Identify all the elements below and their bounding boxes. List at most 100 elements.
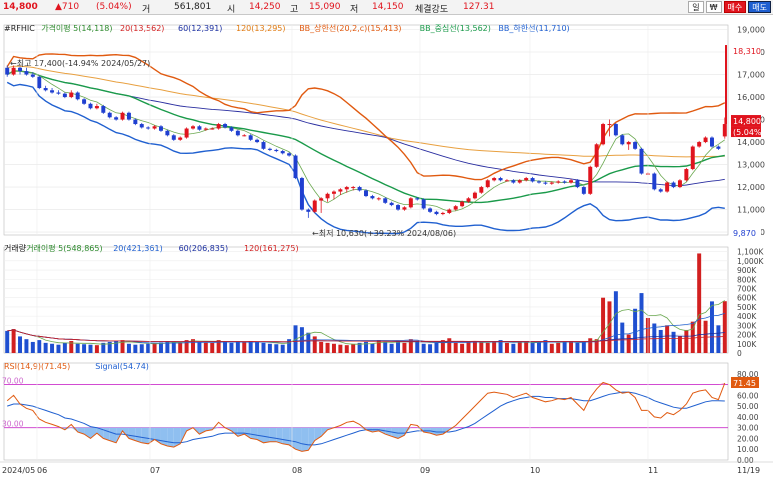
- volume-bar: [652, 323, 657, 353]
- price-legend-item: 120(13,295): [236, 24, 286, 33]
- volume-legend-item: 120(161,275): [244, 244, 299, 253]
- volume-bar: [677, 336, 682, 353]
- volume-bar: [511, 343, 516, 353]
- candle-body: [94, 106, 99, 109]
- candle-body: [594, 144, 599, 167]
- candle-body: [434, 211, 439, 215]
- candle-body: [479, 187, 484, 193]
- rsi-oversold-fill: [295, 427, 302, 452]
- volume-value: 561,801: [174, 2, 212, 12]
- volume-bar: [504, 342, 509, 353]
- volume-bar: [158, 342, 163, 353]
- candle-body: [549, 182, 554, 184]
- rsi-oversold-fill: [282, 427, 290, 445]
- high-annotation: ←최고 17,400(-14.94% 2024/05/27): [10, 58, 150, 68]
- candle-body: [242, 135, 247, 137]
- volume-bar: [364, 341, 368, 353]
- volume-bar: [82, 344, 87, 353]
- price-y-tick: 14,000: [737, 138, 765, 147]
- candle-body: [114, 117, 119, 120]
- strength-value: 127.31: [463, 2, 495, 12]
- stock-chart[interactable]: #RFHIC 가격이평 5(14,118) 20(13,562) 60(12,391)…: [0, 15, 773, 478]
- volume-y-tick: 400K: [737, 312, 757, 321]
- price-legend-item: BB_중심선(13,562): [420, 23, 491, 33]
- candle-body: [389, 202, 394, 206]
- min-price-tag: 9,870: [733, 229, 756, 238]
- candle-body: [671, 182, 676, 188]
- volume-bar: [139, 344, 144, 353]
- price-y-tick: 19,000: [737, 26, 765, 35]
- volume-bar: [709, 301, 714, 353]
- volume-bar: [18, 336, 23, 353]
- price-change-pct: (5.04%): [96, 2, 132, 12]
- volume-bar: [530, 342, 535, 353]
- volume-bar: [633, 308, 638, 353]
- candle-body: [184, 128, 189, 138]
- candle-body: [107, 112, 112, 118]
- rsi-oversold-fill: [289, 427, 296, 450]
- volume-bar: [549, 343, 554, 353]
- volume-bar: [94, 345, 99, 353]
- volume-bar: [216, 340, 221, 353]
- volume-bar: [492, 341, 497, 353]
- volume-bar: [569, 341, 574, 353]
- rsi-legend-item: Signal(54.74): [95, 362, 149, 371]
- rsi-oversold-fill: [109, 427, 117, 443]
- candle-body: [376, 198, 381, 200]
- volume-bar: [601, 297, 606, 353]
- low-value: 14,150: [372, 2, 404, 12]
- volume-bar: [620, 322, 625, 353]
- rsi-upper-label: 70.00: [2, 377, 24, 386]
- volume-y-tick: 700K: [737, 284, 757, 293]
- day-button[interactable]: 일: [688, 1, 704, 13]
- candle-body: [472, 192, 477, 199]
- candle-body: [453, 206, 458, 210]
- candle-body: [607, 124, 612, 126]
- ma120-line: [7, 65, 725, 158]
- rsi-oversold-fill: [314, 427, 322, 441]
- candle-body: [575, 180, 580, 188]
- buy-button[interactable]: 매수: [723, 1, 747, 13]
- volume-bar: [588, 338, 593, 353]
- last-pct-tag: (5.04%): [733, 128, 765, 137]
- volume-bar: [524, 341, 529, 353]
- volume-bar: [594, 339, 599, 353]
- candle-body: [402, 207, 407, 210]
- volume-bar: [485, 342, 490, 353]
- volume-bar: [684, 329, 689, 353]
- volume-bar: [671, 331, 676, 353]
- unit-button[interactable]: ₩: [705, 1, 722, 13]
- candle-body: [492, 178, 497, 181]
- candle-body: [11, 67, 16, 75]
- candle-body: [56, 92, 61, 94]
- candle-body: [440, 212, 445, 215]
- volume-y-tick: 300K: [737, 321, 757, 330]
- volume-bar: [43, 342, 48, 353]
- candle-body: [665, 182, 670, 192]
- volume-bar: [537, 341, 541, 353]
- candle-body: [319, 198, 324, 201]
- candle-body: [165, 130, 170, 136]
- current-price: 14,800: [3, 2, 38, 12]
- candle-body: [18, 67, 23, 72]
- volume-bar: [402, 342, 407, 353]
- volume-bar: [351, 344, 356, 353]
- price-legend-item: 60(12,391): [178, 24, 222, 33]
- x-tick: 07: [150, 466, 160, 475]
- volume-bar: [5, 330, 10, 353]
- rsi-oversold-fill: [257, 427, 264, 443]
- volume-bar: [235, 341, 240, 353]
- candle-body: [428, 208, 433, 212]
- volume-bar: [101, 342, 106, 353]
- last-price-tag: 14,800: [733, 117, 761, 126]
- volume-y-tick: 0: [737, 349, 742, 358]
- candle-body: [351, 187, 356, 189]
- candle-body: [75, 92, 80, 100]
- volume-bar: [562, 341, 567, 353]
- candle-body: [235, 130, 240, 136]
- candle-body: [191, 126, 195, 129]
- candle-body: [466, 198, 471, 202]
- candle-body: [677, 180, 682, 188]
- rsi-oversold-fill: [231, 427, 238, 437]
- sell-button[interactable]: 매도: [748, 1, 771, 13]
